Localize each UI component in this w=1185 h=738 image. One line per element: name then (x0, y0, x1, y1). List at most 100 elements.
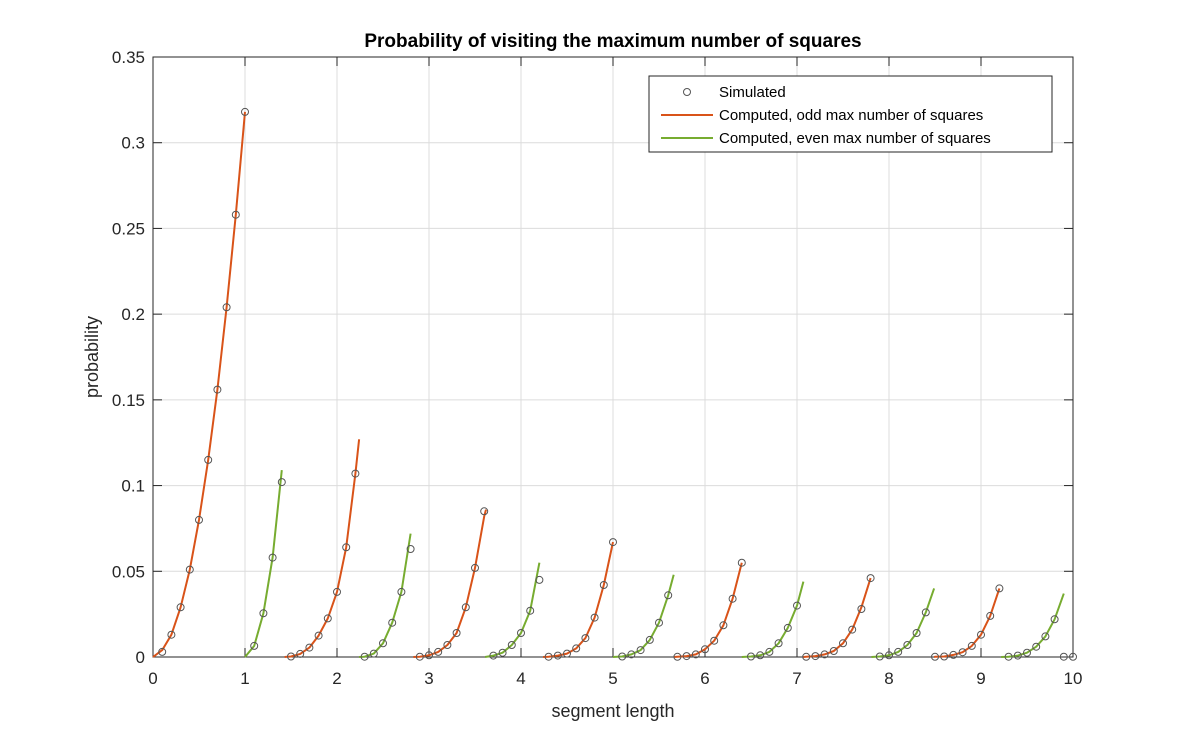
x-tick-label: 6 (700, 669, 709, 688)
x-tick-label: 1 (240, 669, 249, 688)
y-tick-label: 0.25 (112, 219, 145, 238)
simulated-point (756, 651, 765, 660)
x-axis-label: segment length (551, 701, 674, 721)
simulated-point (1023, 648, 1031, 657)
odd-curve-segment (933, 588, 1001, 658)
x-tick-label: 3 (424, 669, 433, 688)
simulated-point (931, 652, 939, 661)
odd-curve-segment (543, 541, 614, 658)
y-tick-label: 0.3 (121, 134, 145, 153)
simulated-point (885, 651, 893, 660)
simulated-point (590, 613, 599, 622)
simulated-point (535, 575, 544, 584)
simulated-point (425, 651, 433, 660)
simulated-point (820, 650, 829, 659)
y-tick-label: 0.05 (112, 562, 145, 581)
simulated-point (259, 609, 268, 618)
simulated-point (1069, 652, 1077, 661)
simulated-point (1004, 652, 1013, 661)
simulated-point (701, 645, 709, 654)
x-tick-label: 4 (516, 669, 525, 688)
simulated-point (949, 650, 958, 659)
odd-curve-segment (413, 509, 487, 658)
simulated-point (480, 507, 489, 516)
even-curve-segment (484, 562, 541, 658)
legend: Simulated Computed, odd max number of squ… (648, 75, 1053, 153)
simulated-point (783, 623, 792, 632)
simulated-point (627, 650, 636, 659)
simulated-point (553, 651, 562, 660)
y-axis-label: probability (82, 316, 102, 398)
simulated-point (857, 605, 866, 613)
even-curve-segment (244, 469, 283, 658)
simulated-point (765, 647, 774, 656)
simulated-point (618, 652, 627, 661)
simulated-point (903, 641, 912, 649)
simulated-point (323, 614, 332, 623)
even-curve-segment (612, 574, 675, 658)
simulated-point (415, 652, 424, 661)
simulated-point (397, 587, 406, 596)
x-tick-label: 0 (148, 669, 157, 688)
x-tick-label: 2 (332, 669, 341, 688)
legend-label: Computed, even max number of squares (719, 130, 991, 147)
odd-curve-segment (803, 577, 872, 658)
simulated-point (204, 455, 213, 464)
simulated-point (461, 603, 470, 612)
simulated-point (489, 651, 498, 660)
simulated-point (645, 635, 654, 644)
y-tick-label: 0.35 (112, 48, 145, 67)
simulated-point (839, 639, 847, 648)
chart-title: Probability of visiting the maximum numb… (364, 31, 861, 52)
simulated-point (802, 652, 811, 661)
simulated-point (710, 636, 719, 645)
simulated-point (986, 611, 995, 620)
simulated-point (977, 630, 985, 639)
simulated-point (360, 652, 369, 661)
x-tick-label: 8 (884, 669, 893, 688)
simulated-point (682, 652, 691, 661)
simulated-point (995, 584, 1004, 593)
simulated-point (250, 641, 259, 650)
simulated-point (388, 618, 397, 627)
simulated-point (563, 649, 571, 658)
simulated-point (158, 647, 167, 656)
simulated-point (314, 631, 323, 640)
even-curve-segment (359, 533, 412, 658)
odd-curve-segment (152, 111, 246, 658)
simulated-point (747, 652, 755, 661)
simulated-point (875, 652, 884, 661)
simulated-point (848, 625, 857, 634)
simulated-point (342, 543, 351, 552)
simulated-point (655, 618, 663, 627)
even-curve-segment (741, 581, 805, 658)
simulated-points (158, 107, 1077, 661)
even-curve-segment (871, 588, 936, 658)
simulated-point (333, 587, 341, 596)
simulated-point (737, 558, 746, 567)
simulated-point (866, 574, 875, 583)
curves (152, 111, 1065, 658)
legend-box (648, 75, 1053, 153)
legend-simulated-marker (683, 88, 691, 96)
simulated-point (305, 643, 314, 652)
simulated-point (544, 652, 553, 661)
simulated-point (241, 107, 249, 116)
simulated-point (581, 634, 590, 643)
simulated-point (664, 591, 673, 600)
x-tick-label: 9 (976, 669, 985, 688)
simulated-point (967, 641, 976, 650)
simulated-point (958, 648, 967, 657)
y-tick-label: 0.1 (121, 477, 145, 496)
simulated-point (774, 639, 783, 648)
simulated-point (507, 641, 516, 649)
simulated-point (609, 538, 617, 547)
simulated-point (517, 629, 525, 637)
x-tick-label: 5 (608, 669, 617, 688)
simulated-point (287, 652, 295, 661)
simulated-point (572, 644, 581, 653)
simulated-point (176, 603, 185, 612)
y-tick-label: 0.15 (112, 391, 145, 410)
simulated-point (452, 629, 461, 637)
